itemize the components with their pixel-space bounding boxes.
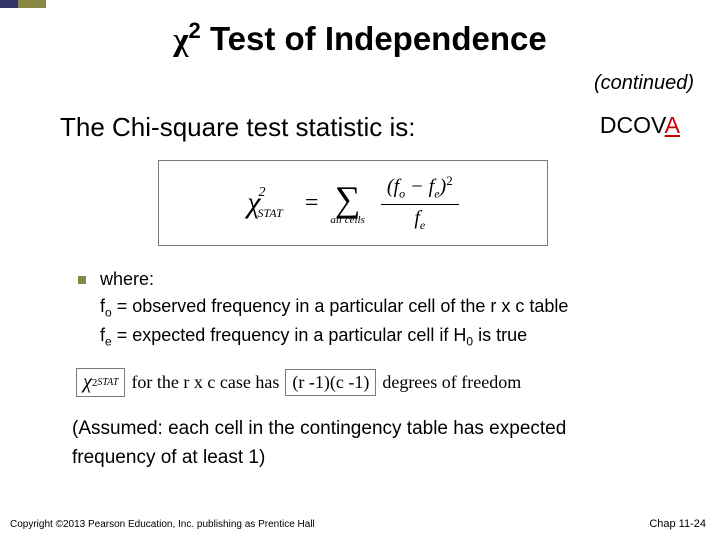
accent-bar-olive bbox=[18, 0, 46, 8]
where-line: where: bbox=[78, 266, 568, 293]
chapter-label: Chap 11-24 bbox=[649, 518, 706, 530]
dcova-label: DCOVA bbox=[600, 112, 680, 139]
continued-label: (continued) bbox=[594, 72, 694, 95]
chi2-stat-symbol: χ 2 STAT bbox=[247, 186, 293, 220]
title-rest: Test of Independence bbox=[201, 20, 547, 57]
df-expr-box: (r -1)(c -1) bbox=[285, 369, 376, 396]
formula-box: χ 2 STAT = ∑ all cells (fo − fe)2 fe bbox=[158, 160, 548, 246]
chi2-stat-box: χ2STAT bbox=[76, 368, 125, 397]
numerator: (fo − fe)2 bbox=[381, 173, 459, 205]
title-sup: 2 bbox=[189, 18, 201, 43]
bullet-icon bbox=[78, 276, 86, 284]
denominator: fe bbox=[414, 205, 425, 233]
equals-sign: = bbox=[305, 190, 319, 217]
dcova-a: A bbox=[665, 112, 680, 138]
subtitle: The Chi-square test statistic is: bbox=[60, 112, 415, 143]
fo-definition: fo = observed frequency in a particular … bbox=[100, 293, 568, 322]
dcova-prefix: DCOV bbox=[600, 112, 665, 138]
fraction: (fo − fe)2 fe bbox=[381, 173, 459, 233]
accent-bar-dark bbox=[0, 0, 18, 8]
title-chi: χ bbox=[173, 22, 188, 58]
slide-title: χ2 Test of Independence bbox=[0, 0, 720, 59]
degrees-of-freedom-line: χ2STAT for the r x c case has (r -1)(c -… bbox=[76, 368, 521, 397]
where-block: where: fo = observed frequency in a part… bbox=[78, 266, 568, 350]
fe-definition: fe = expected frequency in a particular … bbox=[100, 322, 568, 351]
assumption-note: (Assumed: each cell in the contingency t… bbox=[72, 414, 566, 473]
sigma-block: ∑ all cells bbox=[330, 181, 365, 226]
chi-square-formula: χ 2 STAT = ∑ all cells (fo − fe)2 fe bbox=[247, 173, 458, 233]
copyright: Copyright ©2013 Pearson Education, Inc. … bbox=[10, 519, 315, 530]
